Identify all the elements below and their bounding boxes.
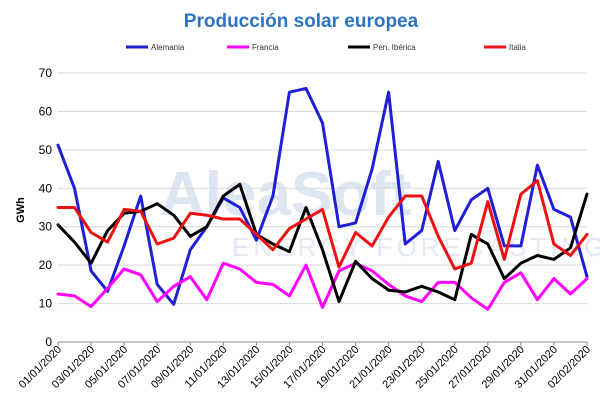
y-tick-label-1: 10 xyxy=(39,297,53,311)
y-axis-label: GWh xyxy=(15,197,27,223)
chart-title: Producción solar europea xyxy=(184,11,419,32)
series-lines xyxy=(56,86,589,311)
y-tick-label-7: 70 xyxy=(39,66,53,80)
y-axis-ticks: 0 10 20 30 40 50 60 70 xyxy=(39,66,53,349)
legend: Alemania Francia Pen. Ibérica Italia xyxy=(126,43,526,52)
y-tick-label-3: 30 xyxy=(39,220,53,234)
watermark-brand: AleaSoft xyxy=(160,160,411,229)
legend-label-pen-ib-rica: Pen. Ibérica xyxy=(373,43,416,52)
y-tick-label-4: 40 xyxy=(39,181,53,195)
legend-label-francia: Francia xyxy=(252,43,279,52)
y-tick-label-6: 60 xyxy=(39,104,53,118)
series-line-italia xyxy=(56,179,589,271)
y-tick-label-5: 50 xyxy=(39,143,53,157)
legend-label-alemania: Alemania xyxy=(151,43,185,52)
series-line-pen-ib-rica xyxy=(56,182,589,304)
y-tick-label-0: 0 xyxy=(45,335,52,349)
legend-label-italia: Italia xyxy=(509,43,526,52)
series-line-francia xyxy=(56,261,589,311)
y-tick-label-2: 20 xyxy=(39,258,53,272)
